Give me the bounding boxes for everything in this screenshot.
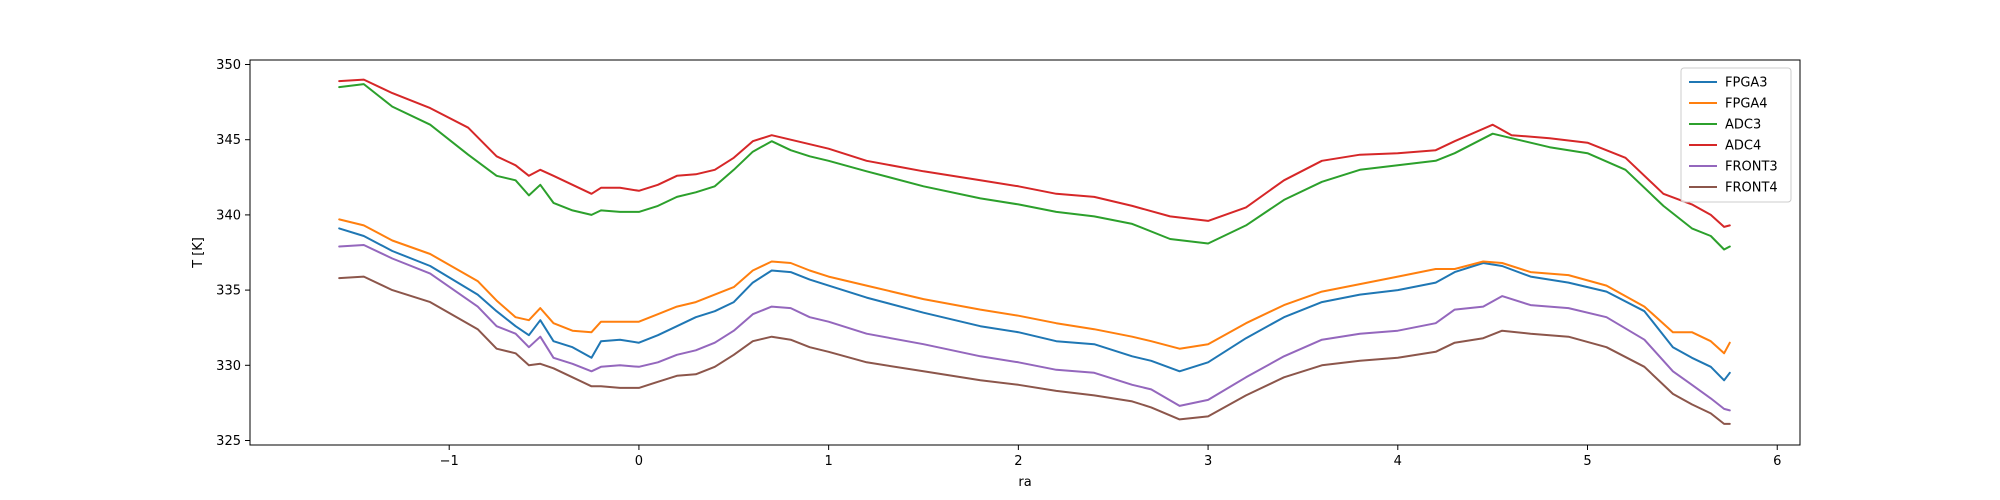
legend-label-adc3: ADC3 (1725, 118, 1761, 133)
x-tick-label: 2 (1014, 454, 1022, 469)
series-layer (338, 78, 1731, 425)
legend-label-fpga3: FPGA3 (1725, 76, 1768, 91)
legend-label-front4: FRONT4 (1725, 181, 1778, 196)
series-line-adc4 (338, 78, 1731, 228)
y-tick-label: 350 (216, 58, 241, 73)
x-tick-label: 0 (635, 454, 643, 469)
legend-label-front3: FRONT3 (1725, 160, 1778, 175)
y-tick-label: 330 (216, 359, 241, 374)
legend: FPGA3 FPGA4 ADC3 ADC4 FRONT3 FRONT4 (1680, 67, 1792, 203)
legend-label-adc4: ADC4 (1725, 139, 1761, 154)
y-tick-label: 335 (216, 284, 241, 299)
series-line-fpga4 (338, 218, 1731, 355)
x-tick-label: 5 (1583, 454, 1591, 469)
x-tick-label: 1 (825, 454, 833, 469)
x-tick-label: 4 (1394, 454, 1402, 469)
legend-box (1680, 67, 1792, 203)
y-tick-label: 325 (216, 434, 241, 449)
x-tick-label: −1 (440, 454, 459, 469)
y-axis-label: T [K] (191, 237, 206, 269)
x-axis-label: ra (1018, 475, 1031, 490)
series-line-front3 (338, 244, 1731, 412)
series-line-adc3 (338, 83, 1731, 251)
x-tick-label: 6 (1773, 454, 1781, 469)
legend-label-fpga4: FPGA4 (1725, 97, 1768, 112)
x-tick-label: 3 (1204, 454, 1212, 469)
y-tick-label: 340 (216, 208, 241, 223)
plot-frame (249, 59, 1801, 446)
series-line-front4 (338, 275, 1731, 425)
y-tick-label: 345 (216, 133, 241, 148)
series-line-fpga3 (338, 227, 1731, 382)
